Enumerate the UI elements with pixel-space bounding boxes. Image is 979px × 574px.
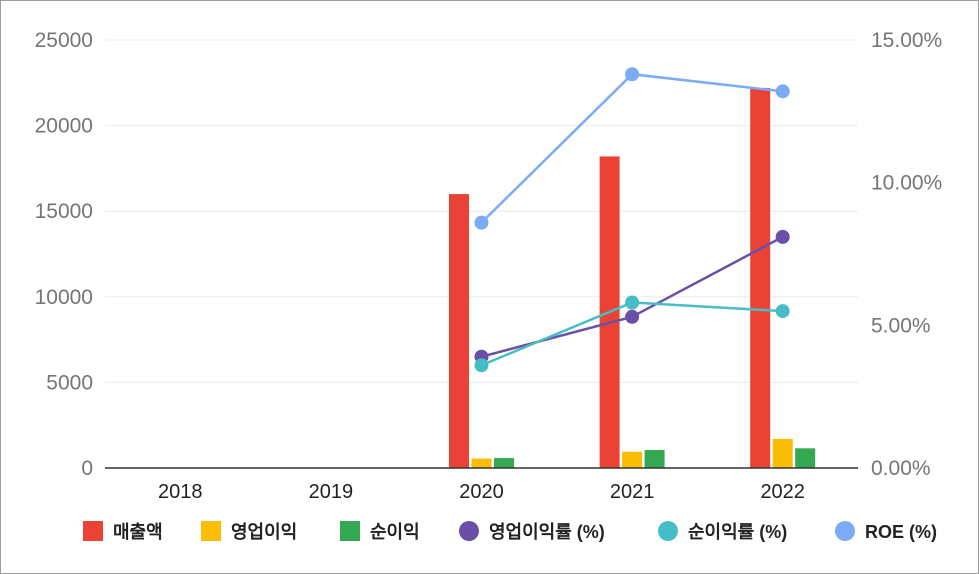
data-point[interactable]: [775, 229, 790, 244]
bar[interactable]: [449, 194, 469, 468]
legend-swatch: [340, 521, 360, 541]
x-tick-label: 2021: [610, 481, 655, 503]
bar[interactable]: [644, 450, 665, 468]
data-point[interactable]: [625, 309, 640, 324]
bar[interactable]: [622, 451, 643, 468]
data-point[interactable]: [474, 215, 489, 230]
legend-label: 순이익률 (%): [688, 522, 787, 542]
legend-label: 영업이익: [231, 522, 297, 542]
y-right-tick-label: 5.00%: [871, 314, 931, 337]
y-left-tick-label: 10000: [35, 286, 93, 309]
data-point[interactable]: [474, 358, 489, 373]
data-point[interactable]: [625, 67, 640, 82]
legend-swatch: [201, 521, 221, 541]
y-left-tick-label: 5000: [46, 371, 93, 394]
legend-label: 영업이익률 (%): [489, 522, 605, 542]
y-right-tick-label: 15.00%: [871, 29, 942, 52]
y-left-tick-label: 20000: [35, 115, 93, 138]
x-tick-label: 2020: [459, 481, 504, 503]
legend-swatch: [459, 521, 479, 541]
data-point[interactable]: [775, 304, 790, 319]
bar[interactable]: [471, 458, 492, 468]
bar[interactable]: [750, 87, 771, 468]
x-tick-label: 2022: [760, 481, 805, 503]
y-left-tick-label: 0: [81, 457, 93, 480]
legend-label: ROE (%): [865, 522, 937, 542]
y-right-tick-label: 0.00%: [871, 457, 931, 480]
legend-label: 순이익: [370, 522, 420, 542]
legend: 매출액 영업이익 순이익 영업이익률 (%) 순이익률 (%) ROE (%): [83, 521, 937, 542]
data-point[interactable]: [625, 295, 640, 310]
gridlines: [105, 39, 858, 383]
data-point[interactable]: [775, 84, 790, 99]
legend-label: 매출액: [113, 522, 163, 542]
bar[interactable]: [795, 448, 816, 468]
y-right-tick-label: 10.00%: [871, 172, 942, 195]
y-left-tick-label: 15000: [35, 200, 93, 223]
series-line: [480, 72, 783, 224]
y-left-tick-label: 25000: [35, 29, 93, 52]
bar-series-group: [449, 87, 816, 468]
bar[interactable]: [494, 458, 514, 468]
legend-swatch: [658, 521, 678, 541]
line-series-group: [474, 67, 790, 373]
x-tick-label: 2018: [158, 481, 203, 503]
axes: 0 5000 10000 15000 20000 25000 0.00% 5.00% 10.00…: [35, 29, 943, 503]
bar[interactable]: [772, 438, 793, 468]
legend-swatch: [83, 521, 103, 541]
legend-swatch: [835, 521, 855, 541]
x-tick-label: 2019: [309, 481, 354, 503]
